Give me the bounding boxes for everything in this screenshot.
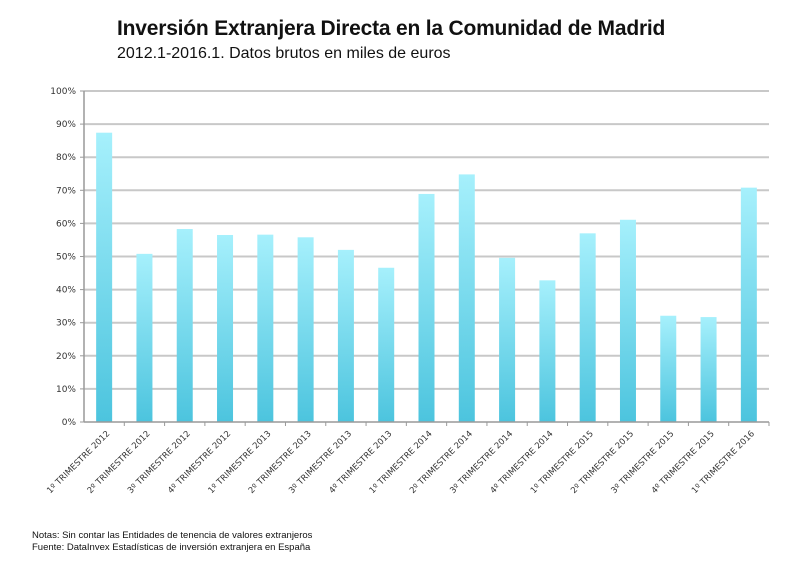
bar [176, 229, 193, 422]
bar [740, 187, 757, 422]
bar [499, 257, 516, 422]
y-tick-label: 70% [56, 186, 76, 196]
bar [579, 233, 596, 422]
y-tick-label: 20% [56, 352, 76, 362]
y-tick-label: 40% [56, 286, 76, 296]
source-text: Fuente: DataInvex Estadísticas de invers… [32, 542, 311, 553]
y-tick-label: 0% [62, 418, 77, 428]
chart-subtitle: 2012.1-2016.1. Datos brutos en miles de … [117, 45, 451, 62]
y-tick-labels: 0% 10% 20% 30% 40% 50% 60% 70% 80% 90% 100% [50, 87, 76, 428]
bar [217, 234, 234, 422]
bar [700, 317, 717, 422]
bar [539, 280, 556, 422]
y-tick-label: 100% [50, 87, 76, 97]
y-tick-label: 90% [56, 120, 76, 130]
y-tick-label: 10% [56, 385, 76, 395]
bar [257, 234, 274, 422]
bar [418, 193, 435, 422]
y-tick-label: 50% [56, 253, 76, 263]
bar [297, 237, 314, 422]
bar [619, 219, 636, 422]
bars [96, 132, 757, 422]
bar [660, 315, 677, 422]
y-tick-label: 60% [56, 219, 76, 229]
chart-title: Inversión Extranjera Directa en la Comun… [117, 17, 666, 40]
axes [80, 90, 770, 426]
y-tick-label: 80% [56, 153, 76, 163]
bar [96, 132, 113, 422]
gridlines [84, 90, 769, 390]
bar [136, 253, 153, 422]
bar [458, 174, 475, 422]
bar [378, 267, 395, 422]
footnotes: Notas: Sin contar las Entidades de tenen… [32, 530, 312, 554]
y-tick-label: 30% [56, 319, 76, 329]
bar [337, 249, 354, 422]
notes-text: Notas: Sin contar las Entidades de tenen… [32, 530, 313, 541]
